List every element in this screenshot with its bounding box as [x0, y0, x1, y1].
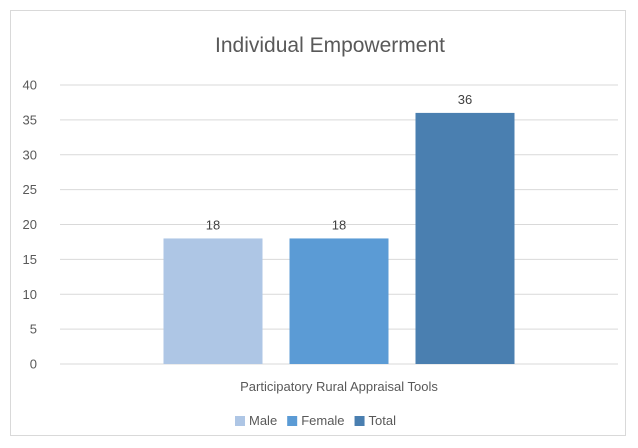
data-label-total: 36 — [458, 92, 472, 107]
y-tick-label: 10 — [23, 287, 37, 302]
chart-title: Individual Empowerment — [215, 34, 445, 57]
x-category-label: Participatory Rural Appraisal Tools — [240, 379, 438, 394]
data-label-female: 18 — [332, 217, 346, 232]
legend: Male Female Total — [235, 413, 396, 428]
bars — [163, 112, 515, 365]
legend-label-female: Female — [301, 413, 344, 428]
bar-total — [415, 112, 515, 365]
y-tick-label: 25 — [23, 182, 37, 197]
data-labels: 18 18 36 — [206, 92, 472, 233]
legend-swatch-female — [287, 416, 298, 426]
gridlines — [60, 84, 618, 365]
y-axis-ticks: 0 5 10 15 20 25 30 35 40 — [23, 78, 37, 372]
y-tick-label: 40 — [23, 78, 37, 93]
y-tick-label: 20 — [23, 217, 37, 232]
y-tick-label: 15 — [23, 252, 37, 267]
legend-swatch-total — [354, 416, 365, 426]
bar-female — [289, 238, 389, 364]
legend-label-total: Total — [369, 413, 397, 428]
data-label-male: 18 — [206, 217, 220, 232]
y-tick-label: 35 — [23, 112, 37, 127]
bar-male — [163, 238, 263, 364]
chart-frame — [10, 10, 626, 436]
legend-label-male: Male — [249, 413, 277, 428]
y-tick-label: 0 — [30, 357, 37, 372]
y-tick-label: 5 — [30, 322, 37, 337]
legend-swatch-male — [235, 416, 245, 426]
y-tick-label: 30 — [23, 147, 37, 162]
